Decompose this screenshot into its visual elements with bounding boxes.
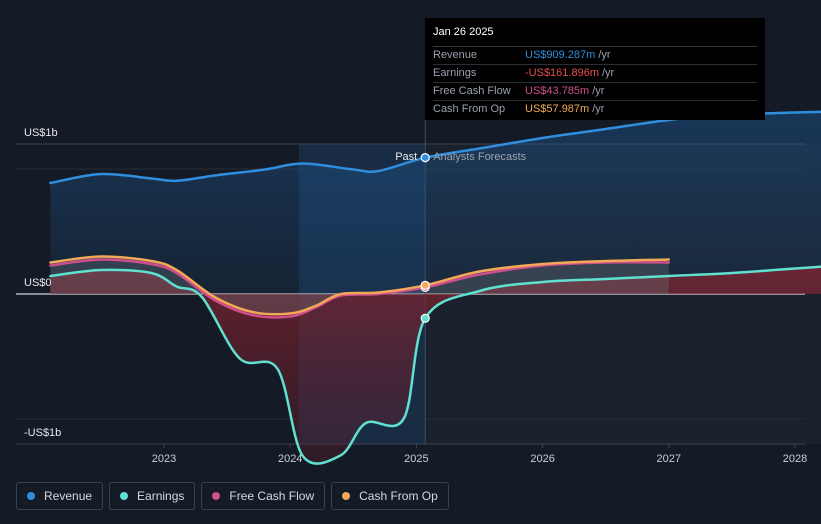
free-cash-flow-line <box>49 258 671 319</box>
tooltip-row-revenue: Revenue US$909.287m /yr <box>433 47 757 65</box>
tooltip-value: -US$161.896m <box>525 67 599 79</box>
legend-item-earnings[interactable]: Earnings <box>109 482 196 510</box>
x-tick-label: 2024 <box>278 453 302 465</box>
earnings-area <box>50 266 821 464</box>
legend: Revenue Earnings Free Cash Flow Cash Fro… <box>16 482 449 510</box>
free-cash-flow-dot-icon <box>212 492 221 500</box>
earnings-marker <box>420 313 430 323</box>
y-label-top: US$1b <box>24 127 58 139</box>
tooltip-row-cfo: Cash From Op US$57.987m /yr <box>433 101 757 118</box>
x-tick-label: 2028 <box>783 453 807 465</box>
tooltip-row-earnings: Earnings -US$161.896m /yr <box>433 65 757 83</box>
legend-label: Free Cash Flow <box>229 489 315 503</box>
legend-label: Cash From Op <box>359 489 438 503</box>
tooltip-unit: /yr <box>602 67 615 79</box>
legend-label: Earnings <box>137 489 185 503</box>
legend-item-revenue[interactable]: Revenue <box>16 482 104 510</box>
x-tick-label: 2023 <box>152 453 176 465</box>
earnings-line <box>49 265 821 465</box>
x-tick-label: 2027 <box>657 453 681 465</box>
tooltip-value: US$43.785m <box>525 85 590 97</box>
y-label-zero: US$0 <box>24 277 52 289</box>
cash-from-op-line <box>49 255 671 316</box>
tooltip-label: Revenue <box>433 49 478 61</box>
tooltip: Jan 26 2025 Revenue US$909.287m /yr Earn… <box>425 18 765 120</box>
cash-from-op-area <box>50 256 669 315</box>
tooltip-value: US$57.987m <box>525 103 590 115</box>
legend-item-cash-from-op[interactable]: Cash From Op <box>331 482 449 510</box>
y-label-bottom: -US$1b <box>24 427 61 439</box>
revenue-marker <box>420 153 430 163</box>
x-tick-label: 2026 <box>530 453 554 465</box>
forecast-label: Analysts Forecasts <box>433 151 526 163</box>
tooltip-unit: /yr <box>598 49 611 61</box>
tooltip-label: Free Cash Flow <box>433 85 511 97</box>
past-label: Past <box>395 151 417 163</box>
legend-item-free-cash-flow[interactable]: Free Cash Flow <box>201 482 326 510</box>
tooltip-unit: /yr <box>592 85 605 97</box>
tooltip-row-fcf: Free Cash Flow US$43.785m /yr <box>433 83 757 101</box>
x-tick-label: 2025 <box>404 453 428 465</box>
chart-area: US$1b US$0 -US$1b Past Analysts Forecasts 202… <box>16 110 821 465</box>
tooltip-label: Earnings <box>433 67 477 79</box>
tooltip-unit: /yr <box>592 103 605 115</box>
cash-from-op-marker <box>420 280 430 290</box>
revenue-area <box>50 111 821 294</box>
tooltip-date: Jan 26 2025 <box>433 24 757 47</box>
tooltip-label: Cash From Op <box>433 103 506 115</box>
revenue-dot-icon <box>27 492 35 500</box>
cash-from-op-dot-icon <box>342 492 351 500</box>
legend-label: Revenue <box>44 489 93 503</box>
tooltip-value: US$909.287m <box>525 49 596 61</box>
earnings-dot-icon <box>120 492 129 500</box>
